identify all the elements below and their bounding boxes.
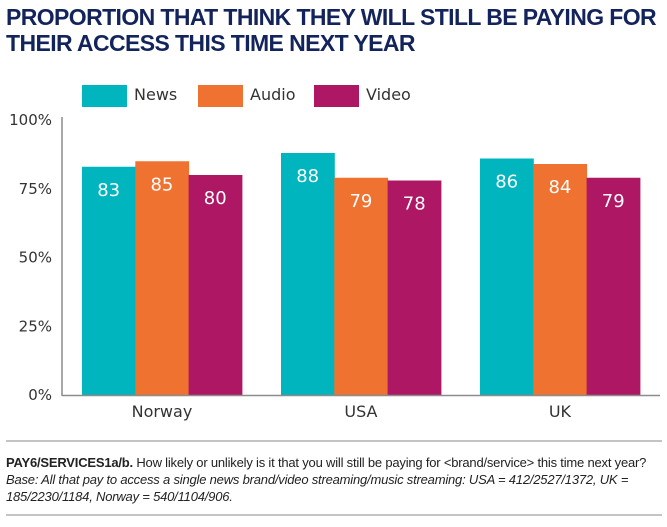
data-label-video-uk: 79: [602, 191, 625, 212]
x-tick-label-uk: UK: [549, 402, 572, 421]
data-label-audio-usa: 79: [349, 191, 372, 212]
bar-news-norway: [82, 166, 136, 395]
y-tick-label: 0%: [28, 386, 52, 404]
data-label-video-norway: 80: [204, 188, 227, 209]
y-tick-label: 75%: [19, 180, 52, 198]
footnote-code: PAY6/SERVICES1a/b.: [6, 455, 133, 470]
bar-video-norway: [188, 175, 243, 395]
data-label-news-norway: 83: [97, 180, 120, 201]
legend-swatch-video: [314, 85, 359, 107]
legend-label-audio: Audio: [250, 85, 296, 104]
y-tick-label: 25%: [19, 317, 52, 335]
bar-video-uk: [586, 177, 641, 395]
bar-audio-usa: [334, 177, 389, 395]
bar-audio-norway: [135, 161, 190, 395]
bar-audio-uk: [533, 164, 588, 395]
y-tick-label: 100%: [9, 111, 52, 129]
footnote-question: How likely or unlikely is it that you wi…: [132, 455, 647, 470]
data-label-audio-norway: 85: [150, 174, 173, 195]
x-tick-label-usa: USA: [344, 402, 377, 421]
bar-chart: 83 88 86 85 79 84 80 78 79 0% 25% 50% 75% 100% Norway U…: [9, 111, 660, 421]
bar-news-usa: [281, 153, 335, 395]
y-tick-label: 50%: [19, 249, 52, 267]
bar-video-usa: [387, 180, 442, 395]
divider-top: [6, 440, 662, 442]
legend-swatch-audio: [198, 85, 243, 107]
footnote: PAY6/SERVICES1a/b. How likely or unlikel…: [6, 454, 666, 505]
legend-swatch-news: [82, 85, 127, 107]
data-label-video-usa: 78: [403, 194, 426, 215]
data-label-audio-uk: 84: [548, 177, 571, 198]
x-tick-label-norway: Norway: [132, 402, 193, 421]
data-label-news-uk: 86: [495, 172, 518, 193]
chart-title: PROPORTION THAT THINK THEY WILL STILL BE…: [6, 4, 657, 56]
footnote-base: Base: All that pay to access a single ne…: [6, 472, 629, 504]
divider-bottom: [6, 514, 662, 516]
data-label-news-usa: 88: [296, 166, 319, 187]
bar-news-uk: [480, 158, 534, 395]
legend-label-news: News: [134, 85, 178, 104]
legend-label-video: Video: [366, 85, 411, 104]
